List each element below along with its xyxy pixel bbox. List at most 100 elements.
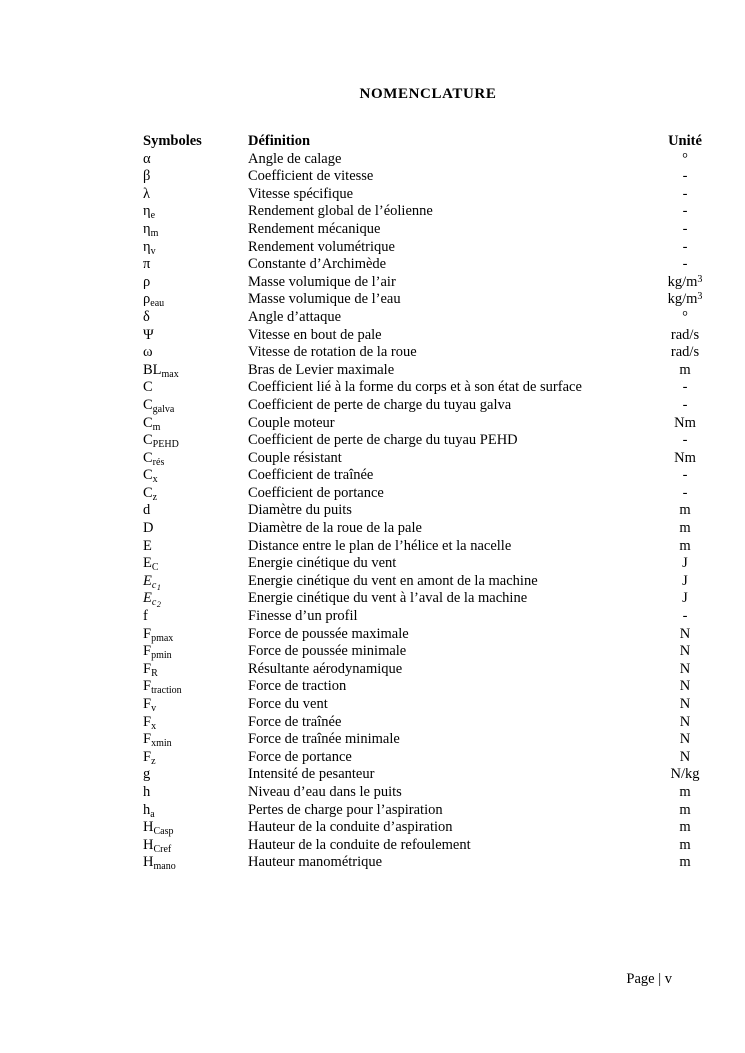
unit-cell: N [679, 748, 691, 765]
page-number: Page | v [626, 971, 672, 987]
definition-cell: Coefficient de perte de charge du tuyau … [248, 396, 512, 413]
table-row: Fx Force de traînée N [143, 714, 713, 732]
symbol-cell: FR [143, 660, 158, 679]
table-row: Fxmin Force de traînée minimale N [143, 731, 713, 749]
unit-cell: N [679, 625, 691, 642]
definition-cell: Coefficient de vitesse [248, 168, 374, 185]
definition-cell: Coefficient de traînée [248, 467, 374, 484]
table-row: ρ Masse volumique de l’air kg/m3 [143, 274, 713, 292]
definition-cell: Angle de calage [248, 150, 342, 167]
table-row: C Coefficient lié à la forme du corps et … [143, 379, 713, 397]
table-row: λ Vitesse spécifique - [143, 186, 713, 204]
unit-cell: m [679, 854, 691, 871]
table-row: E Distance entre le plan de l’hélice et l… [143, 538, 713, 556]
symbol-cell: Hmano [143, 854, 176, 873]
unit-cell: m [679, 537, 691, 554]
symbol-cell: CPEHD [143, 432, 179, 451]
symbol-cell: ηv [143, 238, 156, 257]
definition-cell: Rendement global de l’éolienne [248, 203, 433, 220]
definition-cell: Energie cinétique du vent à l’aval de la… [248, 590, 528, 607]
table-row: Ec1 Energie cinétique du vent en amont de… [143, 572, 713, 592]
unit-cell: N [679, 731, 691, 748]
unit-cell: m [679, 819, 691, 836]
definition-cell: Constante d’Archimède [248, 256, 387, 273]
unit-cell: ° [682, 308, 688, 325]
unit-cell: - [682, 220, 688, 237]
definition-cell: Rendement mécanique [248, 220, 381, 237]
nomenclature-table-body: α Angle de calage ° β Coefficient de vitesse… [143, 151, 713, 872]
symbol-cell: d [143, 502, 151, 519]
table-row: Crés Couple résistant Nm [143, 450, 713, 468]
definition-cell: Masse volumique de l’eau [248, 291, 401, 308]
definition-cell: Hauteur de la conduite de refoulement [248, 836, 471, 853]
definition-cell: Résultante aérodynamique [248, 660, 403, 677]
symbol-cell: h [143, 783, 151, 800]
table-row: f Finesse d’un profil - [143, 608, 713, 626]
table-row: ηv Rendement volumétrique - [143, 239, 713, 257]
symbol-cell: Fpmin [143, 643, 172, 662]
table-row: EC Energie cinétique du vent J [143, 555, 713, 573]
page-title: NOMENCLATURE [359, 86, 497, 102]
symbol-cell: ρeau [143, 291, 165, 310]
definition-cell: Couple moteur [248, 414, 335, 431]
table-row: Ψ Vitesse en bout de pale rad/s [143, 327, 713, 345]
symbol-cell: ηm [143, 220, 159, 239]
unit-cell: N [679, 678, 691, 695]
unit-cell: - [682, 379, 688, 396]
table-row: ηe Rendement global de l’éolienne - [143, 203, 713, 221]
definition-cell: Force de traînée minimale [248, 731, 400, 748]
definition-cell: Energie cinétique du vent en amont de la… [248, 572, 538, 589]
unit-cell: kg/m3 [667, 291, 703, 308]
unit-cell: - [682, 203, 688, 220]
symbol-cell: EC [143, 555, 159, 574]
definition-cell: Force du vent [248, 696, 328, 712]
symbol-cell: Fpmax [143, 625, 174, 644]
table-row: HCasp Hauteur de la conduite d’aspiration… [143, 819, 713, 837]
table-row: Ec2 Energie cinétique du vent à l’aval de… [143, 590, 713, 610]
table-row: HCref Hauteur de la conduite de refouleme… [143, 837, 713, 855]
symbol-cell: Cm [143, 414, 161, 433]
unit-cell: J [682, 590, 688, 607]
unit-cell: Nm [674, 414, 696, 431]
definition-cell: Angle d’attaque [248, 308, 342, 325]
table-row: FR Résultante aérodynamique N [143, 661, 713, 679]
symbol-cell: δ [143, 308, 150, 325]
symbol-cell: ha [143, 801, 155, 820]
definition-cell: Diamètre du puits [248, 502, 352, 519]
column-header-unit: Unité [668, 133, 702, 149]
definition-cell: Force de traction [248, 678, 347, 695]
unit-cell: m [679, 836, 691, 853]
table-row: BLmax Bras de Levier maximale m [143, 362, 713, 380]
unit-cell: J [682, 555, 688, 572]
symbol-cell: C [143, 379, 153, 396]
symbol-cell: Ec2 [143, 590, 161, 610]
unit-cell: - [682, 396, 688, 413]
unit-cell: - [682, 432, 688, 449]
symbol-cell: E [143, 537, 152, 554]
definition-cell: Rendement volumétrique [248, 238, 395, 255]
symbol-cell: Cz [143, 484, 158, 503]
unit-cell: kg/m3 [667, 273, 703, 290]
unit-cell: - [682, 168, 688, 185]
definition-cell: Bras de Levier maximale [248, 361, 395, 378]
unit-cell: N [679, 660, 691, 677]
table-row: Fpmin Force de poussée minimale N [143, 643, 713, 661]
table-row: Ftraction Force de traction N [143, 678, 713, 696]
symbol-cell: D [143, 520, 154, 537]
table-row: Hmano Hauteur manométrique m [143, 854, 713, 872]
column-header-definition: Définition [248, 133, 311, 149]
unit-cell: m [679, 361, 691, 378]
symbol-cell: Fz [143, 748, 156, 767]
table-row: ha Pertes de charge pour l’aspiration m [143, 802, 713, 820]
definition-cell: Vitesse de rotation de la roue [248, 344, 417, 361]
definition-cell: Force de poussée minimale [248, 643, 407, 660]
table-row: Cgalva Coefficient de perte de charge du … [143, 397, 713, 415]
table-row: CPEHD Coefficient de perte de charge du t… [143, 432, 713, 450]
symbol-cell: Crés [143, 449, 165, 468]
table-row: ηm Rendement mécanique - [143, 221, 713, 239]
table-row: ρeau Masse volumique de l’eau kg/m3 [143, 291, 713, 309]
unit-cell: N [679, 696, 691, 712]
table-row: D Diamètre de la roue de la pale m [143, 520, 713, 538]
symbol-cell: β [143, 168, 151, 185]
